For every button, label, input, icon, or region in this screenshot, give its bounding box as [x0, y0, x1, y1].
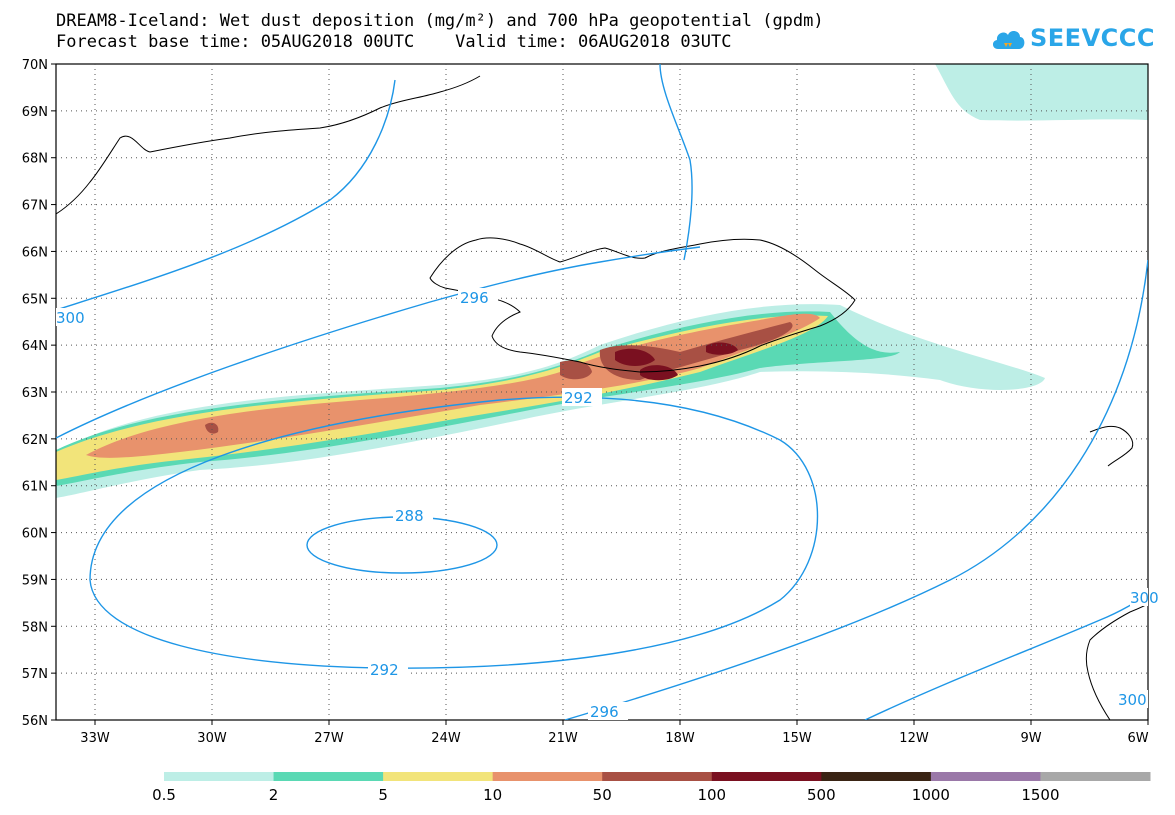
map-subtitle: Forecast base time: 05AUG2018 00UTC Vali…	[56, 32, 732, 52]
legend-swatch	[1040, 772, 1151, 781]
legend-swatch	[711, 772, 822, 781]
lon-label: 6W	[1127, 731, 1148, 746]
greenland-coast	[56, 75, 481, 215]
contour-292	[89, 396, 819, 669]
dust-deposition-field	[56, 64, 1148, 498]
contour-label-296-b: 296	[590, 703, 619, 721]
contour-288	[306, 516, 498, 574]
legend-label: 100	[697, 786, 726, 804]
legend-label: 1500	[1021, 786, 1059, 804]
contour-label-300-c: 300	[1118, 691, 1147, 709]
faroe-coast	[1089, 425, 1134, 467]
lon-label: 24W	[431, 731, 461, 746]
contour-labels: 288 292 292 296 296 300 300 300	[56, 288, 1159, 721]
legend: 0.5 2 5 10 50 100 500 1000 1500	[152, 772, 1151, 804]
geopotential-contours	[56, 64, 1148, 720]
contour-label-288: 288	[395, 507, 424, 525]
dust-level-50b	[560, 360, 592, 380]
legend-label: 2	[269, 786, 279, 804]
contour-296-south	[564, 259, 1148, 720]
lat-label: 60N	[22, 527, 48, 542]
lat-label: 70N	[22, 58, 48, 73]
lon-label: 9W	[1020, 731, 1041, 746]
lat-label: 56N	[22, 714, 48, 729]
legend-label: 1000	[912, 786, 950, 804]
latitude-labels: 70N 69N 68N 67N 66N 65N 64N 63N 62N 61N 60N 59N 58N 5…	[22, 58, 48, 729]
lat-label: 61N	[22, 480, 48, 495]
legend-swatch	[383, 772, 494, 781]
lon-label: 18W	[665, 731, 695, 746]
lat-label: 69N	[22, 105, 48, 120]
legend-swatch	[164, 772, 275, 781]
seevccc-logo: SEEVCCC	[990, 20, 1155, 56]
dust-level-0.5b	[935, 64, 1148, 121]
lat-label: 57N	[22, 667, 48, 682]
lat-label: 63N	[22, 386, 48, 401]
legend-label: 10	[483, 786, 502, 804]
dust-level-100d	[205, 422, 219, 434]
cloud-icon	[992, 31, 1025, 49]
contour-label-296-a: 296	[460, 289, 489, 307]
logo-text: SEEVCCC	[1030, 24, 1155, 52]
legend-swatch	[602, 772, 713, 781]
legend-swatch	[273, 772, 384, 781]
contour-label-292-a: 292	[564, 389, 593, 407]
coastlines	[56, 75, 1148, 720]
dust-level-100	[615, 348, 655, 366]
lon-label: 27W	[314, 731, 344, 746]
contour-300-se	[864, 593, 1148, 720]
contour-296-west	[56, 246, 701, 439]
iceland-coast	[429, 237, 856, 373]
lon-label: 12W	[899, 731, 929, 746]
legend-label: 500	[807, 786, 836, 804]
lat-label: 62N	[22, 433, 48, 448]
dust-level-100c	[706, 342, 738, 355]
lat-label: 67N	[22, 199, 48, 214]
lat-label: 59N	[22, 573, 48, 588]
legend-swatch	[930, 772, 1041, 781]
lon-label: 15W	[782, 731, 812, 746]
legend-label: 0.5	[152, 786, 176, 804]
dust-level-100b	[640, 365, 678, 381]
lat-label: 58N	[22, 620, 48, 635]
legend-label: 50	[593, 786, 612, 804]
lat-label: 65N	[22, 292, 48, 307]
contour-label-300-a: 300	[56, 309, 85, 327]
dust-level-50	[599, 322, 793, 380]
lon-label: 21W	[548, 731, 578, 746]
scotland-coast	[1085, 603, 1148, 720]
lat-label: 66N	[22, 245, 48, 260]
legend-label: 5	[378, 786, 388, 804]
contour-label-292-b: 292	[370, 661, 399, 679]
contour-label-300-b: 300	[1130, 589, 1159, 607]
contour-300-nw	[56, 79, 396, 311]
legend-swatch	[821, 772, 932, 781]
lat-label: 64N	[22, 339, 48, 354]
lat-label: 68N	[22, 152, 48, 167]
map-title: DREAM8-Iceland: Wet dust deposition (mg/…	[56, 11, 824, 31]
lon-label: 33W	[80, 731, 110, 746]
legend-swatch	[492, 772, 603, 781]
contour-300-north	[659, 64, 693, 261]
lon-label: 30W	[197, 731, 227, 746]
longitude-labels: 33W 30W 27W 24W 21W 18W 15W 12W 9W 6W	[80, 731, 1148, 746]
